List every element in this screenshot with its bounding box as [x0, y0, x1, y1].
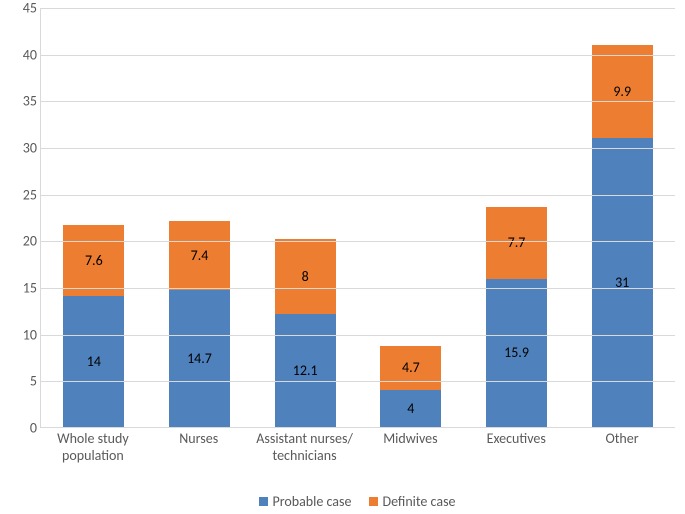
bar: 14.77.4	[169, 221, 230, 427]
bar-segment-definite: 7.6	[63, 225, 124, 296]
bar-segment-definite: 7.7	[486, 207, 547, 279]
x-axis-label: Executives	[463, 431, 569, 465]
plot-area: 147.6 14.77.4 12.18 44.7 15.97.7 319.9	[40, 8, 675, 428]
bar: 147.6	[63, 225, 124, 427]
bar-segment-definite: 9.9	[592, 45, 653, 137]
x-axis-label: Whole study population	[40, 431, 146, 465]
bar-segment-probable: 4	[380, 390, 441, 427]
bar: 44.7	[380, 346, 441, 427]
grid-line	[41, 335, 675, 336]
grid-line	[41, 148, 675, 149]
bar-slot: 12.18	[252, 8, 358, 427]
bar-slot: 15.97.7	[464, 8, 570, 427]
y-tick-label: 35	[5, 93, 37, 110]
y-tick-label: 15	[5, 280, 37, 297]
grid-line	[41, 241, 675, 242]
bar-slot: 14.77.4	[147, 8, 253, 427]
y-tick-label: 25	[5, 186, 37, 203]
bar-slot: 319.9	[569, 8, 675, 427]
y-tick-label: 30	[5, 140, 37, 157]
grid-line	[41, 55, 675, 56]
grid-line	[41, 288, 675, 289]
y-tick-label: 5	[5, 373, 37, 390]
bar-segment-definite: 7.4	[169, 221, 230, 290]
x-axis-label: Other	[569, 431, 675, 465]
y-tick-label: 40	[5, 46, 37, 63]
bar-segment-definite: 4.7	[380, 346, 441, 390]
bar: 15.97.7	[486, 207, 547, 427]
legend-swatch	[259, 497, 268, 506]
legend-item-probable: Probable case	[259, 493, 351, 510]
bar: 12.18	[275, 239, 336, 427]
bar-slot: 44.7	[358, 8, 464, 427]
y-tick-label: 45	[5, 0, 37, 17]
legend-label: Probable case	[272, 493, 351, 510]
grid-line	[41, 8, 675, 9]
stacked-bar-chart: 147.6 14.77.4 12.18 44.7 15.97.7 319.9 0 5 10 15…	[0, 0, 685, 514]
legend-item-definite: Definite case	[369, 493, 455, 510]
bar-segment-probable: 31	[592, 138, 653, 427]
grid-line	[41, 195, 675, 196]
x-axis-label: Nurses	[146, 431, 252, 465]
legend: Probable case Definite case	[40, 493, 675, 510]
bar-segment-probable: 14	[63, 296, 124, 427]
y-tick-label: 20	[5, 233, 37, 250]
bar-segment-probable: 15.9	[486, 279, 547, 427]
bar-segment-probable: 12.1	[275, 314, 336, 427]
x-axis-label: Assistant nurses/ technicians	[252, 431, 358, 465]
x-axis-labels: Whole study populationNursesAssistant nu…	[40, 431, 675, 465]
grid-line	[41, 381, 675, 382]
bar: 319.9	[592, 45, 653, 427]
grid-line	[41, 101, 675, 102]
legend-swatch	[369, 497, 378, 506]
bar-segment-definite: 8	[275, 239, 336, 314]
legend-label: Definite case	[382, 493, 455, 510]
x-axis-label: Midwives	[357, 431, 463, 465]
y-tick-label: 10	[5, 326, 37, 343]
y-tick-label: 0	[5, 420, 37, 437]
bar-segment-probable: 14.7	[169, 290, 230, 427]
bars-container: 147.6 14.77.4 12.18 44.7 15.97.7 319.9	[41, 8, 675, 427]
bar-slot: 147.6	[41, 8, 147, 427]
